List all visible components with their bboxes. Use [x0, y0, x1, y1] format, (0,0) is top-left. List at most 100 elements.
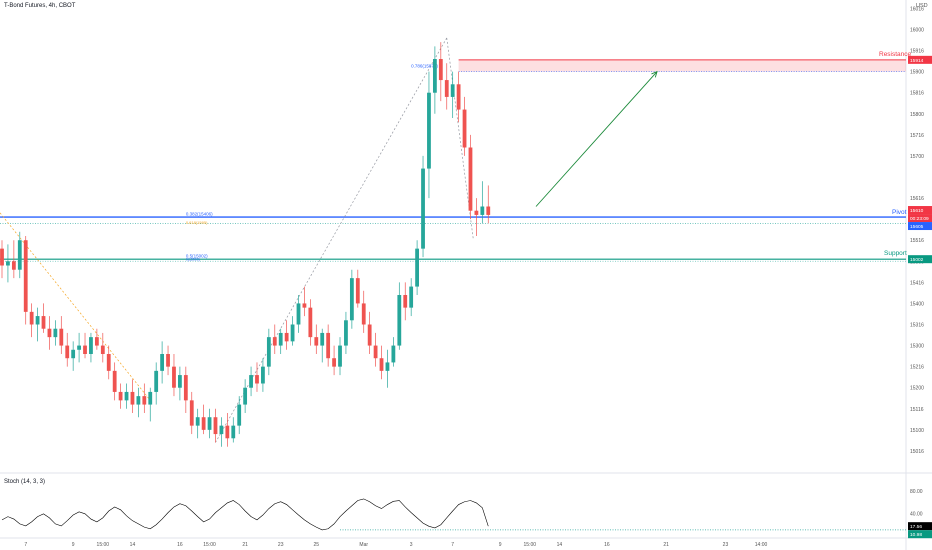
- candle-body: [201, 417, 206, 430]
- candle-body: [397, 295, 402, 346]
- candle-body: [178, 375, 182, 388]
- time-tick-label: 15:00: [524, 542, 537, 548]
- candle-body: [118, 391, 123, 401]
- resistance-price-badge-bg: [908, 55, 932, 64]
- candle-body: [225, 425, 230, 439]
- price-axis-bg: [906, 0, 932, 550]
- candle-body: [308, 307, 313, 338]
- candle-body: [480, 206, 485, 215]
- candle-body: [195, 417, 200, 426]
- price-tick-label: 15016: [910, 449, 924, 455]
- candle-body: [314, 337, 319, 346]
- candle-body: [373, 345, 378, 359]
- candle-body: [302, 303, 307, 308]
- candle-body: [326, 332, 331, 359]
- candle-body: [53, 328, 58, 338]
- price-tick-label: 15916: [910, 49, 924, 55]
- candle-body: [261, 366, 265, 384]
- time-tick-label: 15:00: [203, 542, 216, 548]
- time-tick-label: 16: [604, 542, 610, 548]
- pivot-price-badge-mid: 00:23:09: [910, 216, 929, 222]
- pivot-price-badge-top-bg: [908, 206, 932, 215]
- time-tick-label: 21: [663, 542, 669, 548]
- candle-body: [237, 404, 242, 426]
- support-price-badge: 15002: [910, 257, 924, 263]
- candle-body: [278, 332, 283, 346]
- price-tick-label: 15400: [910, 301, 924, 307]
- candle-body: [130, 391, 135, 405]
- time-tick-label: 16: [177, 542, 183, 548]
- resistance-label: Resistance: [879, 51, 912, 58]
- candle-body: [432, 59, 437, 93]
- price-tick-label: 16016: [910, 6, 924, 12]
- price-tick-label: 15516: [910, 238, 924, 244]
- candle-body: [379, 358, 384, 371]
- time-tick-label: 23: [278, 542, 284, 548]
- candle-body: [106, 354, 111, 371]
- candle-body: [355, 278, 360, 304]
- candle-body: [409, 286, 414, 308]
- candle-body: [124, 391, 129, 401]
- candle-body: [29, 311, 34, 325]
- candle-body: [332, 358, 336, 367]
- candle-body: [6, 261, 10, 266]
- time-tick-label: 21: [242, 542, 248, 548]
- time-tick-label: 23: [723, 542, 729, 548]
- fib-786-label: 0.786(15872): [411, 63, 438, 68]
- candle-body: [59, 328, 64, 346]
- candle-body: [172, 366, 176, 388]
- fib-05-label: 0.5(15002): [186, 254, 208, 259]
- price-tick-label: 15116: [910, 407, 924, 413]
- candle-body: [207, 417, 212, 430]
- time-tick-label: 3: [410, 542, 413, 548]
- candle-body: [189, 400, 194, 426]
- candle-body: [0, 248, 4, 266]
- price-tick-label: 15200: [910, 386, 924, 392]
- candle-body: [456, 84, 461, 110]
- candle-body: [349, 278, 354, 321]
- candle-body: [47, 328, 52, 338]
- stoch-k-badge: 17.56: [910, 524, 922, 530]
- time-tick-label: 14: [557, 542, 563, 548]
- candle-body: [249, 375, 253, 388]
- candle-body: [160, 354, 165, 371]
- price-tick-label: 16000: [910, 28, 924, 34]
- candle-body: [468, 147, 473, 211]
- stoch-tick-80: 80.00: [910, 489, 923, 495]
- candle-body: [415, 248, 419, 287]
- candle-body: [23, 240, 28, 312]
- candle-body: [154, 370, 159, 392]
- candle-body: [77, 345, 81, 350]
- candle-body: [112, 370, 117, 392]
- candle-body: [71, 349, 76, 359]
- candle-body: [421, 168, 425, 249]
- fib-0-label: 0(15000): [186, 258, 200, 262]
- candle-body: [486, 206, 491, 215]
- price-tick-label: 15300: [910, 344, 924, 350]
- support-price-badge-bg: [908, 255, 932, 264]
- pivot-price-badge-bottom: 15605: [910, 224, 924, 230]
- pivot-price-badge-bottom-bg: [908, 222, 932, 231]
- price-tick-label: 15100: [910, 428, 924, 434]
- candle-body: [462, 109, 467, 148]
- pivot-label: Pivot: [892, 209, 907, 216]
- candle-body: [231, 425, 236, 439]
- time-tick-label: 25: [314, 542, 320, 548]
- time-tick-label: 14: [130, 542, 136, 548]
- pivot-price-badge-top: 15610: [910, 208, 924, 214]
- candle-body: [255, 375, 259, 384]
- candle-body: [344, 320, 348, 346]
- candle-body: [219, 425, 224, 435]
- candle-body: [272, 337, 277, 346]
- time-tick-label: 14:00: [755, 542, 768, 548]
- candle-body: [166, 354, 170, 367]
- candle-body: [213, 417, 218, 435]
- candle-body: [427, 92, 431, 169]
- candle-body: [385, 362, 390, 371]
- stoch-title: Stoch (14, 3, 3): [4, 479, 46, 485]
- candle-body: [284, 332, 289, 342]
- candle-body: [403, 295, 408, 308]
- fib-618-label: 0.618(1595): [186, 220, 208, 225]
- candle-body: [142, 396, 147, 405]
